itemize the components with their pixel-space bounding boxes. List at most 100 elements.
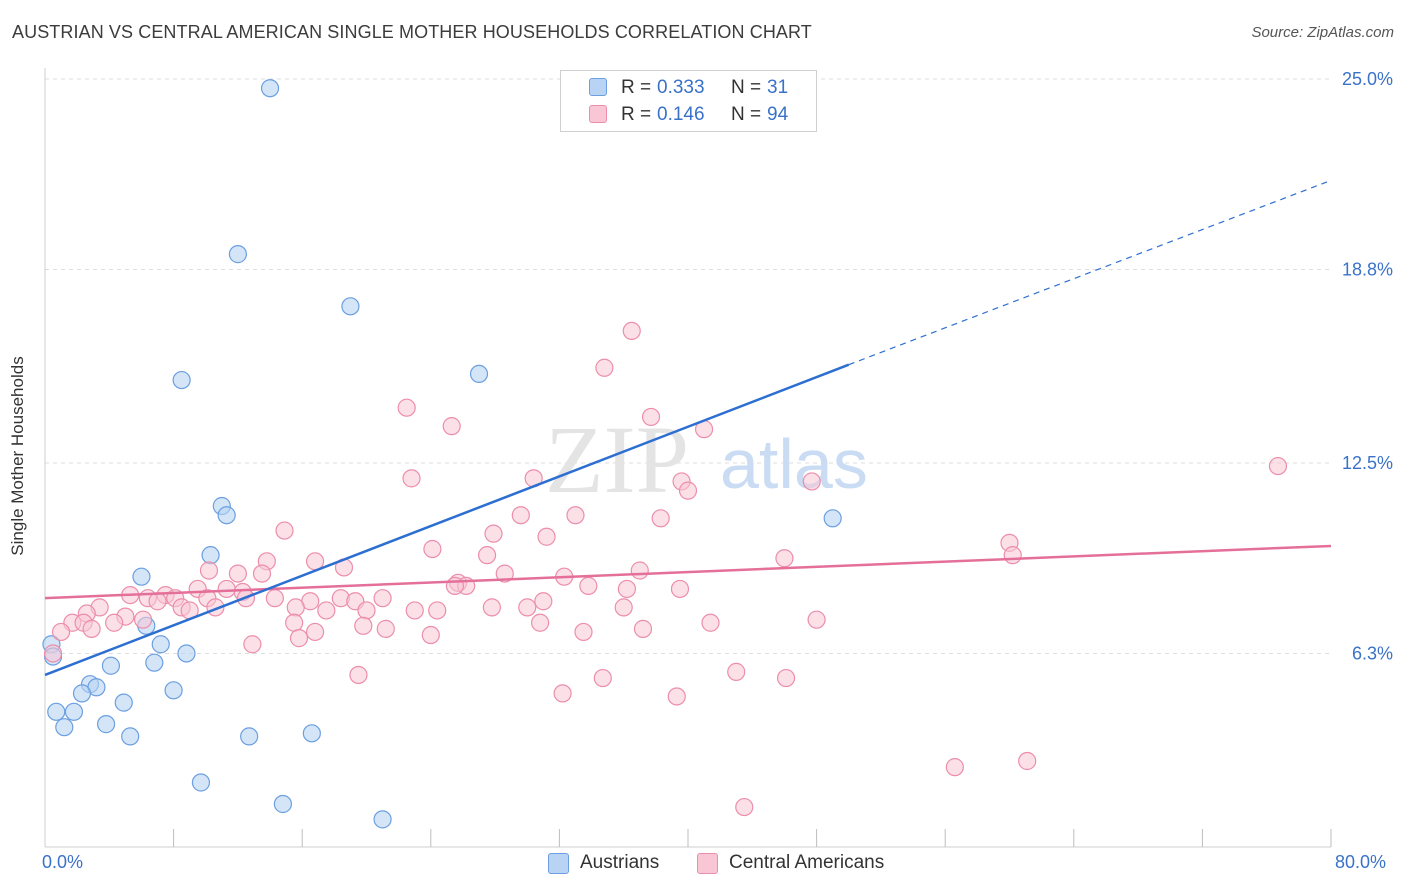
austrian-point (64, 702, 84, 721)
austrians-trend-extension (848, 179, 1332, 366)
central-american-point (1268, 456, 1288, 476)
central-american-point (265, 589, 284, 608)
austrian-point (101, 656, 121, 675)
austrian-point (273, 794, 293, 814)
watermark-atlas: atlas (720, 425, 868, 503)
central-american-point (518, 598, 537, 617)
austrians-n-label: N = (731, 77, 762, 98)
central-american-point (402, 469, 421, 488)
bottom-austrians-swatch (548, 853, 569, 874)
central-americans-n-value: 94 (767, 104, 789, 125)
austrian-point (151, 635, 170, 654)
austrian-point (302, 724, 321, 743)
trend-lines (44, 179, 1332, 677)
central-american-point (305, 622, 325, 642)
central-american-point (651, 509, 670, 528)
central-american-point (566, 506, 585, 525)
central-american-point (373, 589, 392, 608)
central-american-point (252, 564, 272, 583)
central-american-point (633, 619, 653, 638)
series-central-americans (43, 321, 1288, 817)
central-american-point (945, 758, 964, 777)
central-american-point (678, 481, 698, 500)
austrians-r-label: R = (621, 77, 652, 98)
central-american-point (553, 684, 572, 703)
austrian-point (164, 681, 183, 700)
austrian-point (201, 546, 220, 565)
central-american-point (1018, 751, 1037, 771)
chart-title: AUSTRIAN VS CENTRAL AMERICAN SINGLE MOTH… (12, 22, 812, 42)
central-american-point (622, 321, 641, 341)
central-american-point (82, 619, 101, 638)
bottom-central-americans-label: Central Americans (729, 852, 885, 873)
central-american-point (1003, 546, 1022, 565)
x-tick-max: 80.0% (1335, 852, 1387, 872)
austrian-point (240, 727, 259, 746)
watermark-zip: ZIP (545, 406, 689, 513)
central-american-point (482, 598, 501, 617)
central-american-point (775, 549, 794, 568)
central-americans-swatch (589, 105, 607, 123)
austrian-point (341, 297, 360, 316)
central-american-point (423, 539, 442, 559)
austrian-point (177, 644, 196, 663)
central-american-point (617, 579, 637, 599)
austrian-point (47, 702, 66, 721)
y-axis-title: Single Mother Households (8, 356, 27, 556)
central-american-point (776, 668, 796, 688)
series-austrians (42, 79, 842, 829)
central-american-point (477, 546, 497, 565)
austrian-point (145, 653, 164, 672)
austrian-point (172, 370, 191, 390)
central-american-point (405, 601, 424, 620)
central-american-point (397, 398, 416, 417)
central-american-point (593, 668, 612, 688)
central-american-point (630, 561, 649, 580)
central-american-point (285, 613, 304, 632)
central-american-point (641, 407, 661, 427)
central-american-point (595, 358, 614, 377)
central-american-point (289, 629, 309, 648)
austrians-r-value: 0.333 (657, 77, 705, 98)
austrian-point (72, 684, 92, 703)
central-american-point (484, 524, 503, 543)
central-american-point (421, 625, 440, 645)
central-american-point (199, 561, 219, 580)
austrians-swatch (589, 78, 607, 96)
central-american-point (735, 797, 754, 817)
watermark: ZIP atlas (545, 406, 868, 513)
central-american-point (275, 521, 294, 540)
central-american-point (286, 598, 305, 617)
y-tick-labels: 6.3% 12.5% 18.8% 25.0% (1342, 69, 1393, 663)
austrian-point (228, 245, 247, 264)
central-americans-r-value: 0.146 (657, 104, 705, 125)
austrian-point (132, 567, 151, 586)
central-american-point (217, 579, 236, 599)
austrian-point (121, 727, 140, 746)
austrian-point (469, 364, 489, 384)
austrian-point (96, 715, 116, 734)
central-american-point (445, 576, 465, 595)
legend-row-central-americans: R = 0.146 N = 94 (561, 102, 816, 128)
central-american-point (317, 601, 336, 620)
central-american-point (43, 644, 63, 663)
central-american-point (428, 601, 447, 620)
source-label: Source: ZipAtlas.com (1251, 24, 1394, 41)
bottom-central-americans-swatch (697, 853, 718, 874)
correlation-legend: R = 0.333 N = 31 R = 0.146 N = 94 (560, 70, 817, 132)
austrian-point (260, 79, 280, 98)
x-tick-min: 0.0% (42, 852, 84, 872)
central-american-point (537, 527, 556, 546)
central-american-point (670, 579, 690, 599)
central-american-point (807, 610, 826, 629)
axes (44, 68, 1332, 848)
y-tick-label: 18.8% (1342, 259, 1393, 279)
central-american-point (802, 472, 821, 491)
central-americans-n-label: N = (731, 104, 762, 125)
central-american-point (357, 601, 376, 620)
central-american-point (243, 635, 262, 654)
central-american-point (511, 506, 530, 525)
central-american-point (105, 613, 124, 632)
austrian-point (823, 509, 842, 528)
